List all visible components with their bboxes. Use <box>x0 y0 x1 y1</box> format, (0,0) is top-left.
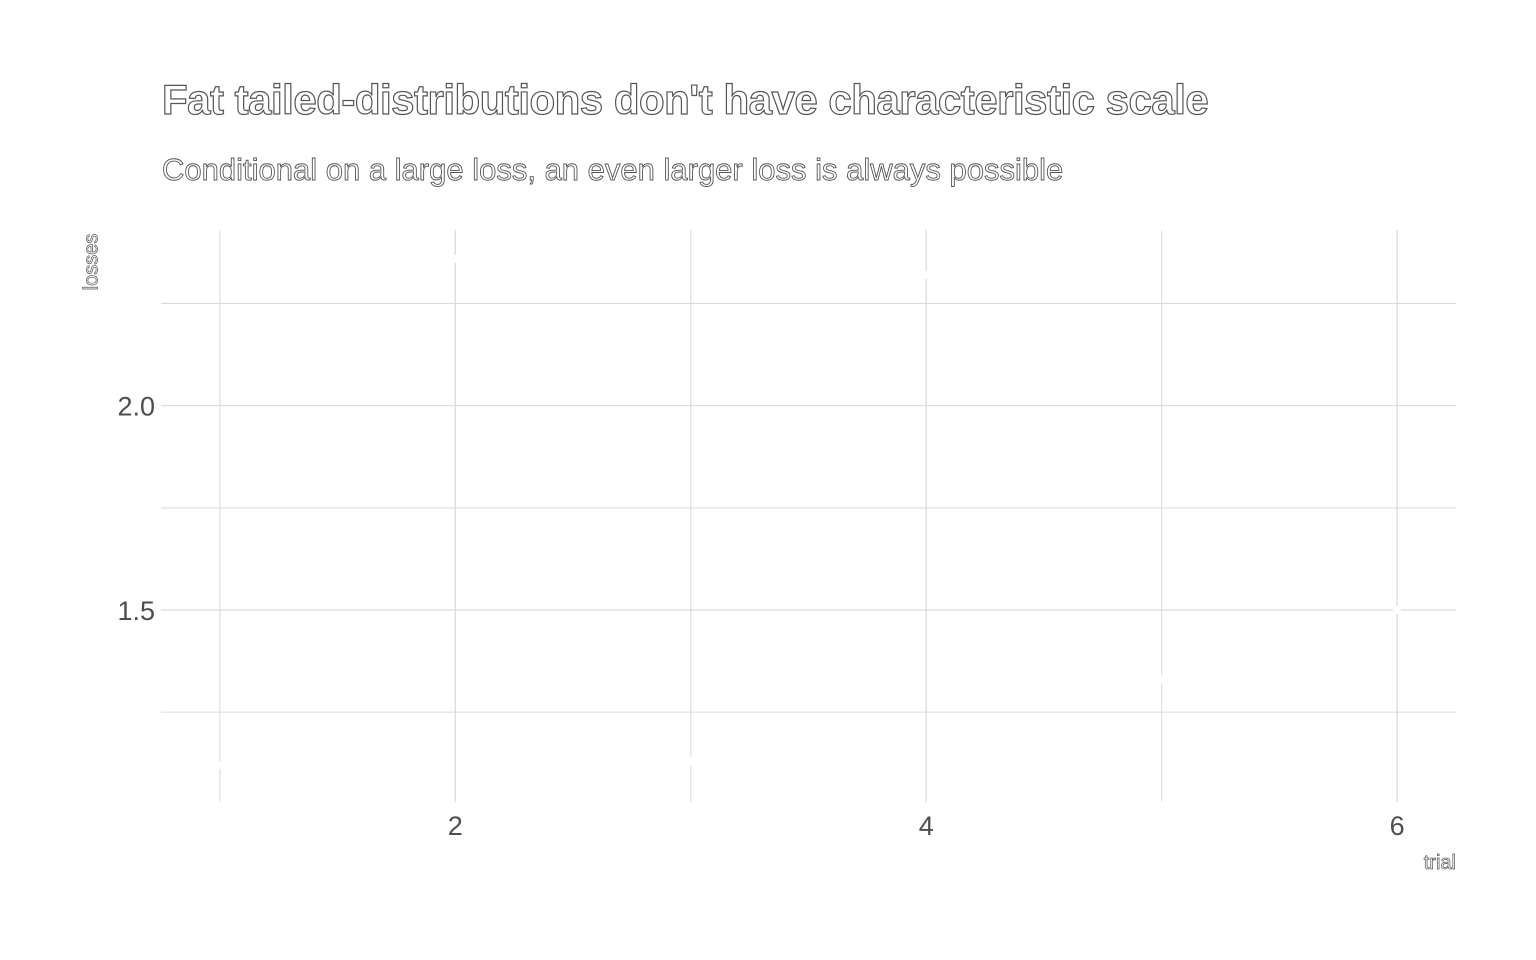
data-point <box>922 270 931 279</box>
x-tick-label: 6 <box>1390 811 1405 841</box>
data-point <box>1157 675 1166 684</box>
data-point <box>215 761 224 770</box>
x-tick-label: 4 <box>919 811 934 841</box>
data-point <box>451 254 460 263</box>
y-tick-label: 2.0 <box>117 392 155 422</box>
chart-subtitle: Conditional on a large loss, an even lar… <box>162 152 1064 188</box>
data-point <box>1393 605 1402 614</box>
y-tick-label: 1.5 <box>117 596 155 626</box>
data-point <box>686 757 695 766</box>
chart-title: Fat tailed-distributions don't have char… <box>161 75 1209 123</box>
x-axis-label: trial <box>1423 852 1456 875</box>
x-tick-label: 2 <box>448 811 463 841</box>
